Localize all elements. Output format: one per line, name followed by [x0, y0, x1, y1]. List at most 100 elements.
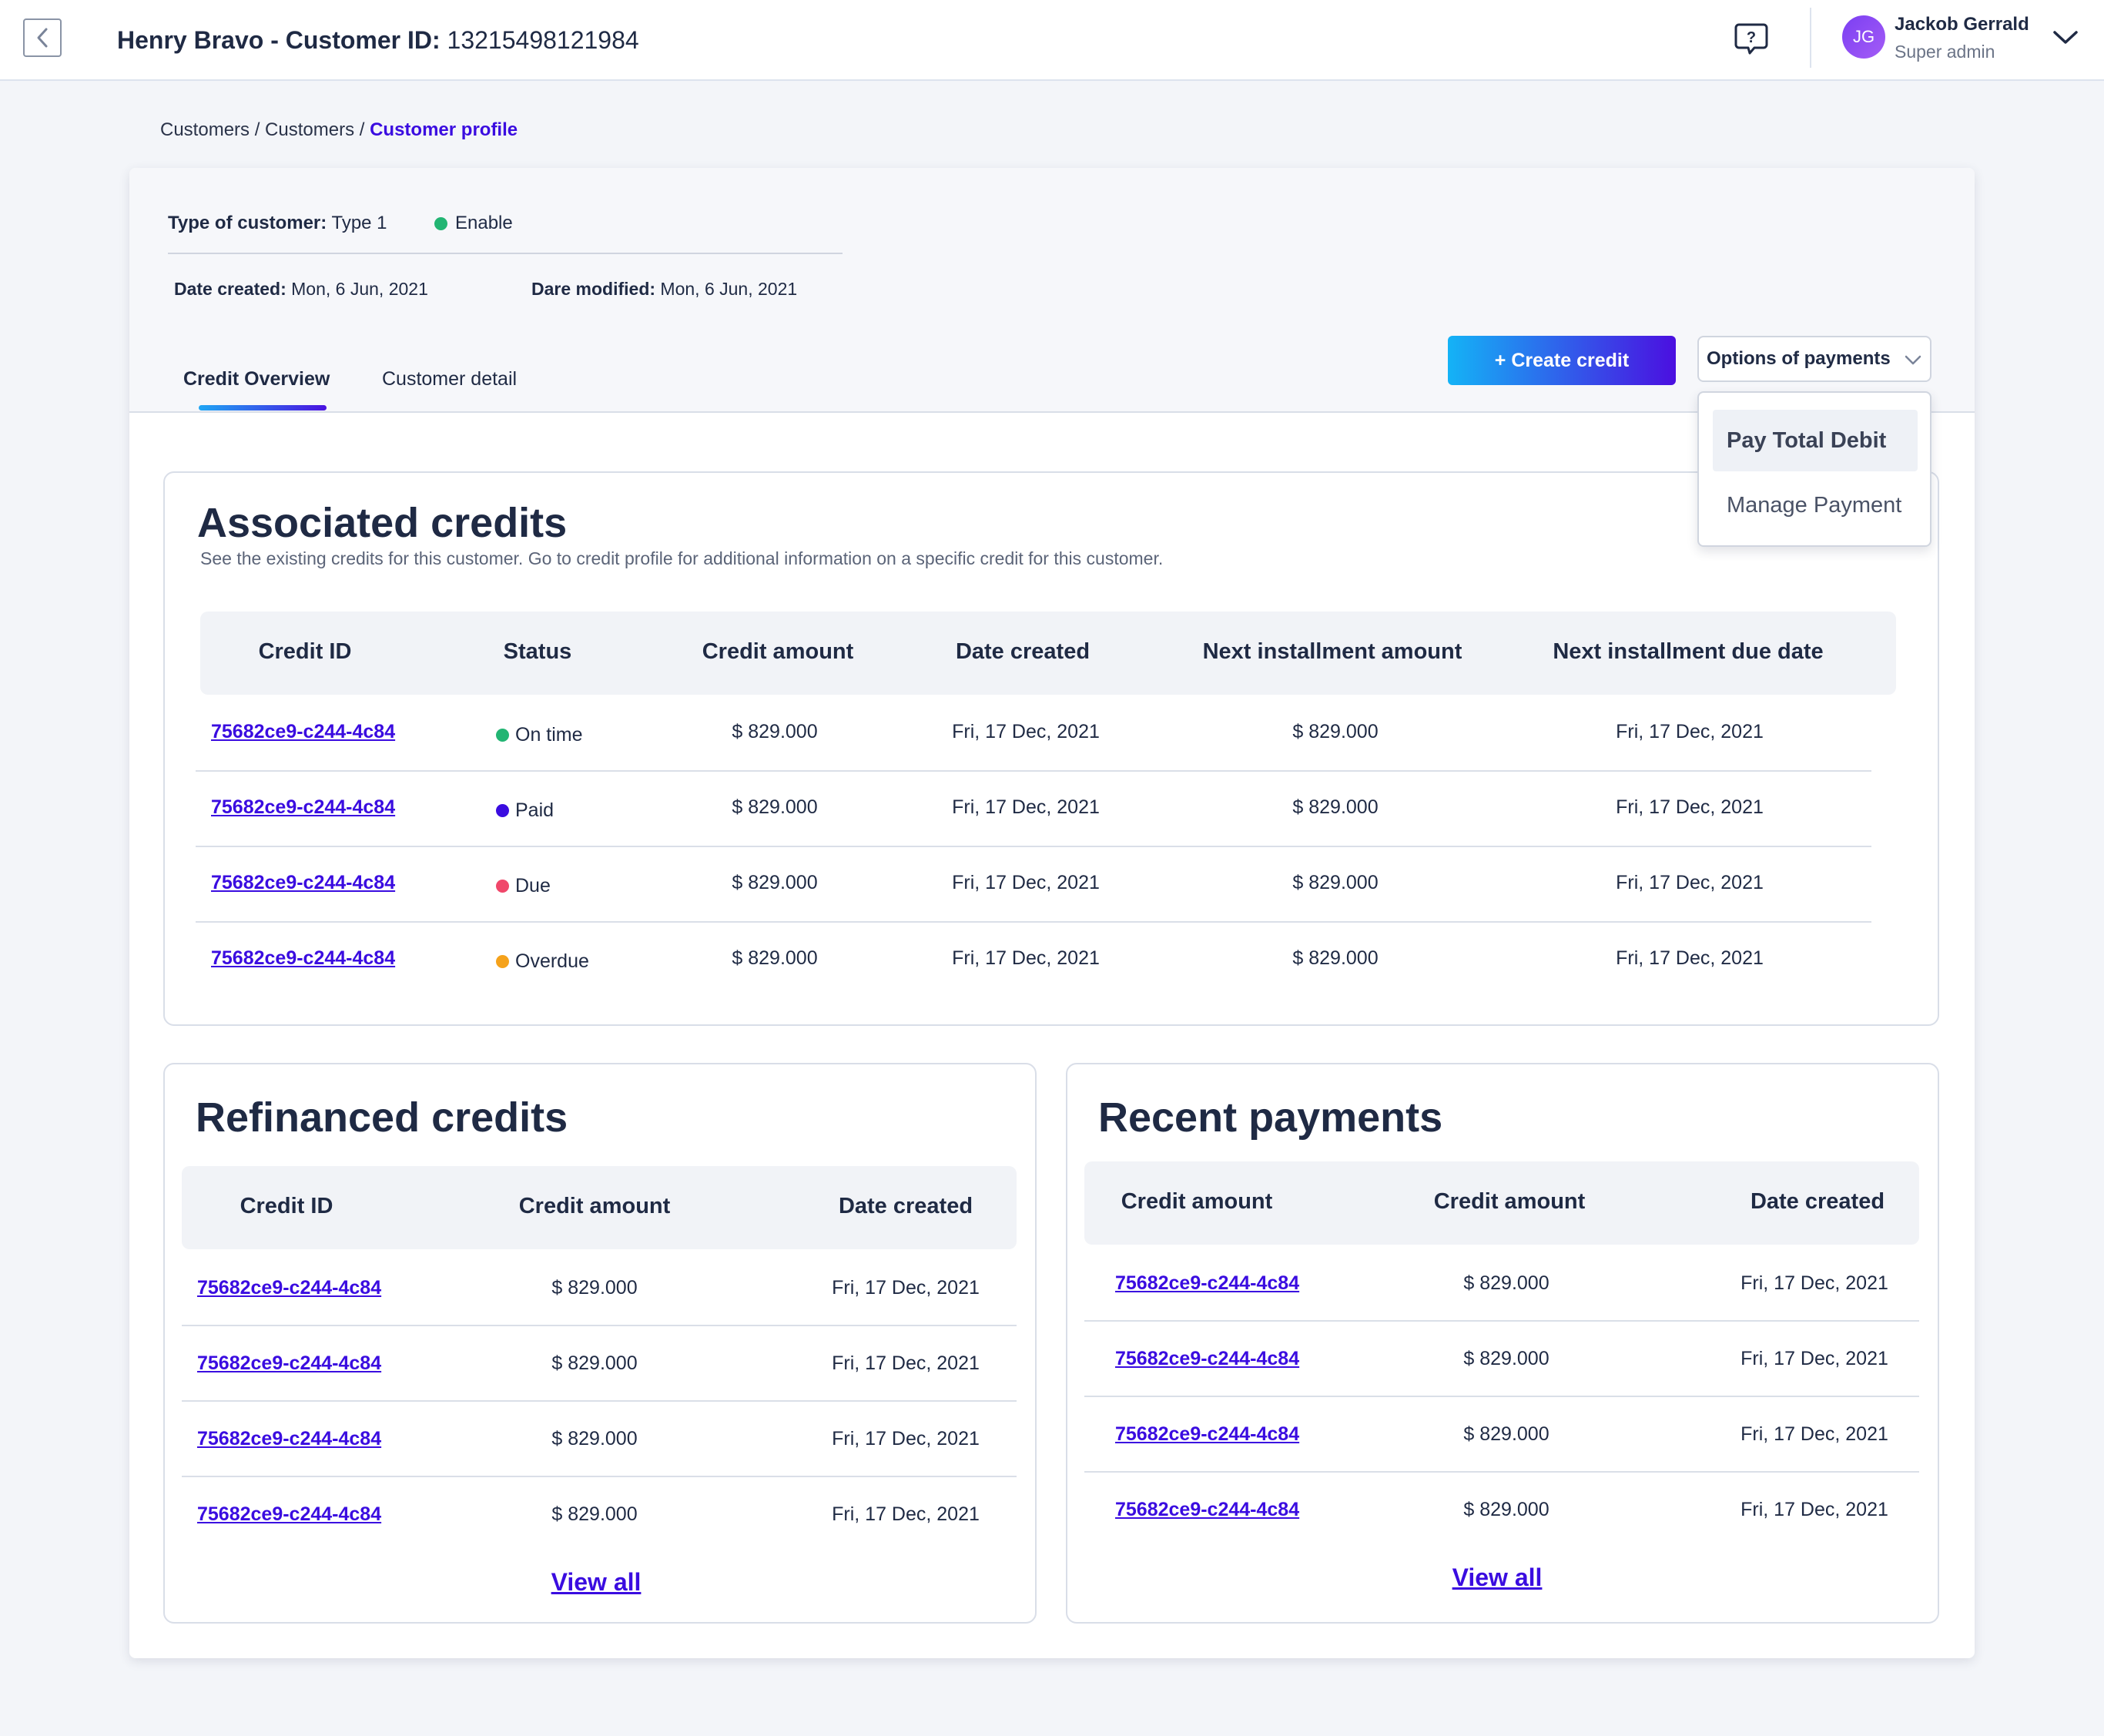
top-bar-divider — [1810, 8, 1811, 68]
table-row[interactable]: 75682ce9-c244-4c84 $ 829.000 Fri, 17 Dec… — [182, 1326, 1017, 1402]
options-of-payments-dropdown[interactable]: Options of payments — [1697, 336, 1931, 382]
dot-icon — [496, 880, 509, 893]
credit-id-link[interactable]: 75682ce9-c244-4c84 — [197, 1503, 382, 1525]
credit-status: Overdue — [496, 950, 589, 973]
options-of-payments-label: Options of payments — [1707, 348, 1891, 369]
credit-id-link[interactable]: 75682ce9-c244-4c84 — [1115, 1348, 1300, 1369]
credit-status-label: Due — [515, 875, 551, 896]
credit-amount: $ 829.000 — [1463, 1423, 1550, 1445]
credit-amount: $ 829.000 — [732, 721, 818, 742]
user-name: Jackob Gerrald — [1895, 14, 2029, 35]
table-row[interactable]: 75682ce9-c244-4c84 $ 829.000 Fri, 17 Dec… — [1084, 1322, 1919, 1397]
next-installment-amount: $ 829.000 — [1292, 796, 1379, 818]
tab-credit-overview[interactable]: Credit Overview — [183, 368, 330, 390]
dot-icon — [496, 804, 509, 817]
recent-payments-table-header: Credit amount Credit amount Date created — [1084, 1161, 1919, 1245]
credit-id-link[interactable]: 75682ce9-c244-4c84 — [211, 796, 396, 818]
customer-profile-card: Type of customer: Type 1 Enable Date cre… — [129, 168, 1975, 1658]
chevron-left-icon — [37, 28, 48, 48]
column-header: Date created — [955, 639, 1091, 664]
credit-id-link[interactable]: 75682ce9-c244-4c84 — [1115, 1272, 1300, 1294]
user-menu-toggle[interactable] — [2052, 28, 2079, 46]
table-row[interactable]: 75682ce9-c244-4c84 On time $ 829.000 Fri… — [196, 696, 1871, 772]
breadcrumb-current: Customer profile — [370, 119, 518, 140]
date-created: Fri, 17 Dec, 2021 — [952, 947, 1100, 969]
help-chat-icon: ? — [1734, 23, 1768, 55]
date-created: Fri, 17 Dec, 2021 — [1740, 1272, 1888, 1294]
column-header: Credit ID — [258, 639, 352, 664]
next-installment-due-date: Fri, 17 Dec, 2021 — [1616, 721, 1764, 742]
avatar[interactable]: JG — [1842, 15, 1885, 59]
credit-id-link[interactable]: 75682ce9-c244-4c84 — [211, 947, 396, 969]
table-row[interactable]: 75682ce9-c244-4c84 Due $ 829.000 Fri, 17… — [196, 847, 1871, 923]
credit-amount: $ 829.000 — [732, 796, 818, 818]
page-title-label: Henry Bravo - Customer ID: — [117, 26, 441, 54]
date-created: Fri, 17 Dec, 2021 — [952, 721, 1100, 742]
customer-type-label: Type of customer: — [168, 213, 327, 233]
dot-icon — [496, 729, 509, 742]
table-row[interactable]: 75682ce9-c244-4c84 $ 829.000 Fri, 17 Dec… — [1084, 1397, 1919, 1473]
credit-amount: $ 829.000 — [1463, 1499, 1550, 1520]
credit-amount: $ 829.000 — [732, 947, 818, 969]
dot-icon — [434, 216, 447, 230]
credit-status-label: On time — [515, 724, 583, 746]
view-all-payments-link[interactable]: View all — [1452, 1563, 1543, 1591]
back-button[interactable] — [23, 18, 62, 57]
credit-id-link[interactable]: 75682ce9-c244-4c84 — [211, 721, 396, 742]
view-all-refinanced-link[interactable]: View all — [551, 1568, 642, 1596]
table-row[interactable]: 75682ce9-c244-4c84 Paid $ 829.000 Fri, 1… — [196, 772, 1871, 847]
next-installment-amount: $ 829.000 — [1292, 947, 1379, 969]
credit-id-link[interactable]: 75682ce9-c244-4c84 — [197, 1428, 382, 1449]
credit-id-link[interactable]: 75682ce9-c244-4c84 — [1115, 1423, 1300, 1445]
user-role: Super admin — [1895, 42, 1995, 62]
column-header: Credit amount — [1433, 1189, 1586, 1214]
credit-id-link[interactable]: 75682ce9-c244-4c84 — [1115, 1499, 1300, 1520]
date-created: Fri, 17 Dec, 2021 — [832, 1352, 980, 1374]
credit-amount: $ 829.000 — [551, 1428, 638, 1449]
breadcrumb-separator: / — [359, 119, 365, 140]
table-row[interactable]: 75682ce9-c244-4c84 $ 829.000 Fri, 17 Dec… — [182, 1402, 1017, 1477]
breadcrumb-item[interactable]: Customers — [160, 119, 250, 140]
options-of-payments-menu: Pay Total Debit Manage Payment — [1697, 391, 1931, 547]
credit-status: Due — [496, 875, 551, 897]
date-created: Fri, 17 Dec, 2021 — [1740, 1348, 1888, 1369]
customer-summary-header: Type of customer: Type 1 Enable Date cre… — [129, 168, 1975, 413]
status-badge: Enable — [434, 213, 513, 234]
table-row[interactable]: 75682ce9-c244-4c84 $ 829.000 Fri, 17 Dec… — [182, 1251, 1017, 1326]
help-button[interactable]: ? — [1733, 20, 1770, 57]
column-header: Credit amount — [1121, 1189, 1273, 1214]
associated-credits-panel: Associated credits See the existing cred… — [163, 471, 1939, 1026]
recent-payments-panel: Recent payments Credit amount Credit amo… — [1066, 1063, 1939, 1624]
credit-amount: $ 829.000 — [732, 872, 818, 893]
associated-credits-title: Associated credits — [197, 500, 568, 546]
date-created-label: Date created: — [174, 279, 286, 299]
create-credit-button[interactable]: + Create credit — [1448, 336, 1676, 385]
table-row[interactable]: 75682ce9-c244-4c84 Overdue $ 829.000 Fri… — [196, 923, 1871, 998]
credit-id-link[interactable]: 75682ce9-c244-4c84 — [197, 1277, 382, 1299]
breadcrumb-item[interactable]: Customers — [265, 119, 355, 140]
table-row[interactable]: 75682ce9-c244-4c84 $ 829.000 Fri, 17 Dec… — [1084, 1473, 1919, 1548]
date-created: Fri, 17 Dec, 2021 — [832, 1503, 980, 1525]
credit-status-label: Paid — [515, 799, 554, 821]
tab-customer-detail[interactable]: Customer detail — [382, 368, 518, 390]
menu-item-pay-total-debit[interactable]: Pay Total Debit — [1713, 410, 1918, 471]
date-created: Fri, 17 Dec, 2021 — [952, 872, 1100, 893]
credit-amount: $ 829.000 — [1463, 1272, 1550, 1294]
chevron-down-icon — [2053, 31, 2078, 44]
table-row[interactable]: 75682ce9-c244-4c84 $ 829.000 Fri, 17 Dec… — [1084, 1246, 1919, 1322]
column-header: Next installment amount — [1202, 639, 1462, 664]
column-header: Credit ID — [240, 1194, 333, 1218]
customer-type-value: Type 1 — [331, 213, 387, 233]
column-header: Credit amount — [518, 1194, 671, 1218]
menu-item-manage-payment[interactable]: Manage Payment — [1727, 492, 1902, 518]
page-title: Henry Bravo - Customer ID: 1321549812198… — [117, 26, 639, 55]
credit-id-link[interactable]: 75682ce9-c244-4c84 — [197, 1352, 382, 1374]
column-header: Status — [503, 639, 572, 664]
top-bar: Henry Bravo - Customer ID: 1321549812198… — [0, 0, 2104, 81]
credit-id-link[interactable]: 75682ce9-c244-4c84 — [211, 872, 396, 893]
date-modified: Dare modified: Mon, 6 Jun, 2021 — [531, 279, 797, 300]
table-row[interactable]: 75682ce9-c244-4c84 $ 829.000 Fri, 17 Dec… — [182, 1477, 1017, 1553]
svg-text:?: ? — [1747, 29, 1756, 46]
column-header: Next installment due date — [1553, 639, 1824, 664]
date-created-value: Mon, 6 Jun, 2021 — [291, 279, 428, 299]
